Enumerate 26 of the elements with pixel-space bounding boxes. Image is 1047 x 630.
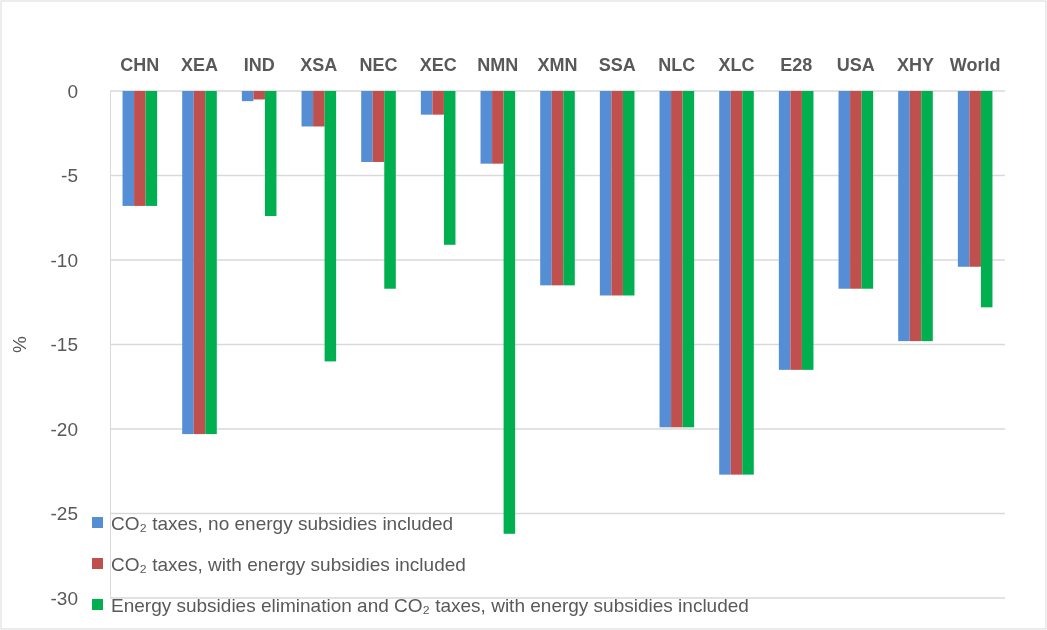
y-tick-label: -20: [50, 418, 78, 440]
x-tick-label: CHN: [120, 55, 160, 75]
y-tick-label: 0: [67, 80, 78, 102]
y-axis-title: %: [9, 335, 30, 353]
x-tick-label: NMN: [477, 55, 519, 75]
y-tick-label: -30: [50, 587, 78, 609]
x-tick-label: SSA: [598, 55, 636, 75]
x-tick-label: IND: [243, 55, 275, 75]
x-tick-label: XSA: [300, 55, 338, 75]
legend-label: CO₂ taxes, no energy subsidies included: [111, 512, 454, 534]
x-tick-label: USA: [836, 55, 875, 75]
x-tick-label: XHY: [896, 55, 935, 75]
x-tick-label: World: [949, 55, 1001, 75]
x-tick-label: XMN: [537, 55, 578, 75]
y-tick-label: -10: [50, 249, 78, 271]
y-tick-label: -25: [50, 503, 78, 525]
x-tick-label: XLC: [718, 55, 755, 75]
x-tick-label: NEC: [359, 55, 398, 75]
y-tick-label: -15: [50, 334, 78, 356]
legend-label: Energy subsidies elimination and CO₂ taxes, with energy subsidies included: [111, 594, 749, 616]
x-tick-label: NLC: [658, 55, 696, 75]
y-tick-label: -5: [61, 165, 78, 187]
x-tick-label: XEC: [419, 55, 457, 75]
x-tick-label: XEA: [180, 55, 219, 75]
x-tick-label: E28: [780, 55, 813, 75]
legend-label: CO₂ taxes, with energy subsidies included: [111, 553, 466, 575]
